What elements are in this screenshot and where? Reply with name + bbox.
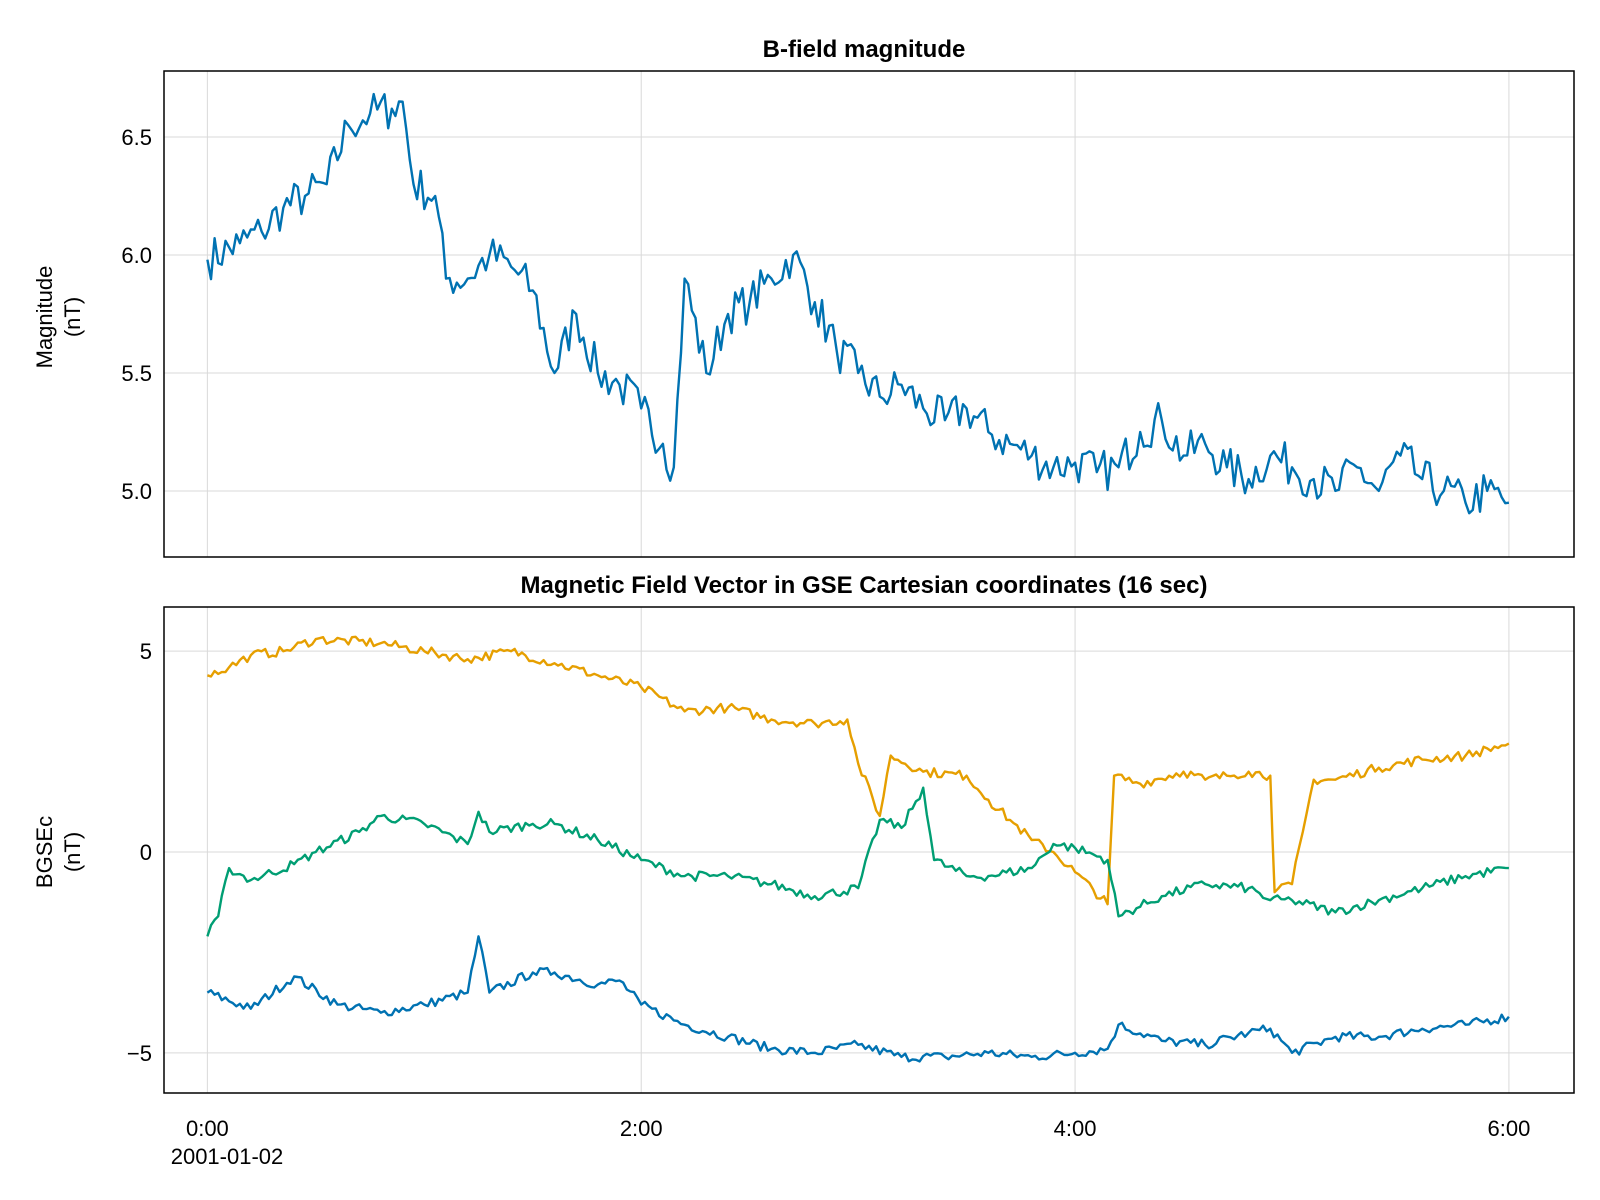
series-line-magnitude [206, 92, 1510, 515]
series-line-bx [206, 935, 1510, 1063]
y-axis-unit-text: (nT) [60, 297, 85, 337]
y-axis-label: Magnitude (nT) [32, 266, 85, 369]
x-axis-date-label: 2001-01-02 [171, 1144, 284, 1169]
y-tick-label: 5.0 [121, 479, 152, 504]
x-axis: 0:00 2:00 4:00 6:00 2001-01-02 [171, 1116, 1531, 1169]
plot-frame [163, 70, 1575, 558]
y-ticks: 5 0 −5 [127, 639, 152, 1066]
magnitude-panel: B-field magnitude Magnitude (nT) 5.0 5.5 6… [32, 36, 1575, 558]
gse-vector-panel: Magnetic Field Vector in GSE Cartesian c… [32, 572, 1575, 1094]
series [206, 635, 1510, 1063]
y-tick-label: 6.0 [121, 243, 152, 268]
panel-title: Magnetic Field Vector in GSE Cartesian c… [521, 572, 1208, 599]
y-axis-unit-text: (nT) [60, 832, 85, 872]
x-tick-label: 6:00 [1488, 1116, 1531, 1141]
series [206, 92, 1510, 515]
x-tick-label: 2:00 [620, 1116, 663, 1141]
y-tick-label: 0 [140, 840, 152, 865]
y-axis-label: BGSEc (nT) [32, 816, 85, 888]
y-tick-label: 6.5 [121, 125, 152, 150]
y-ticks: 5.0 5.5 6.0 6.5 [121, 125, 152, 504]
grid [164, 71, 1574, 557]
series-line-by [207, 635, 1510, 906]
x-tick-label: 4:00 [1054, 1116, 1097, 1141]
y-axis-label-text: Magnitude [32, 266, 57, 369]
x-tick-label: 0:00 [186, 1116, 229, 1141]
y-tick-label: −5 [127, 1041, 152, 1066]
panel-title: B-field magnitude [763, 36, 966, 63]
y-tick-label: 5.5 [121, 361, 152, 386]
x-ticks: 0:00 2:00 4:00 6:00 [186, 1116, 1530, 1141]
plot-frame [163, 606, 1575, 1094]
y-tick-label: 5 [140, 639, 152, 664]
series-line-bz [206, 786, 1509, 937]
y-axis-label-text: BGSEc [32, 816, 57, 888]
